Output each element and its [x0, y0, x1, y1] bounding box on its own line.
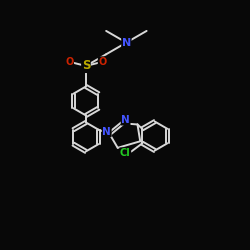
Text: S: S [82, 60, 90, 72]
Text: O: O [98, 57, 106, 67]
Text: Cl: Cl [120, 148, 131, 158]
Text: N: N [121, 115, 130, 125]
Text: N: N [102, 126, 111, 136]
Text: N: N [122, 38, 131, 48]
Text: O: O [65, 57, 74, 67]
